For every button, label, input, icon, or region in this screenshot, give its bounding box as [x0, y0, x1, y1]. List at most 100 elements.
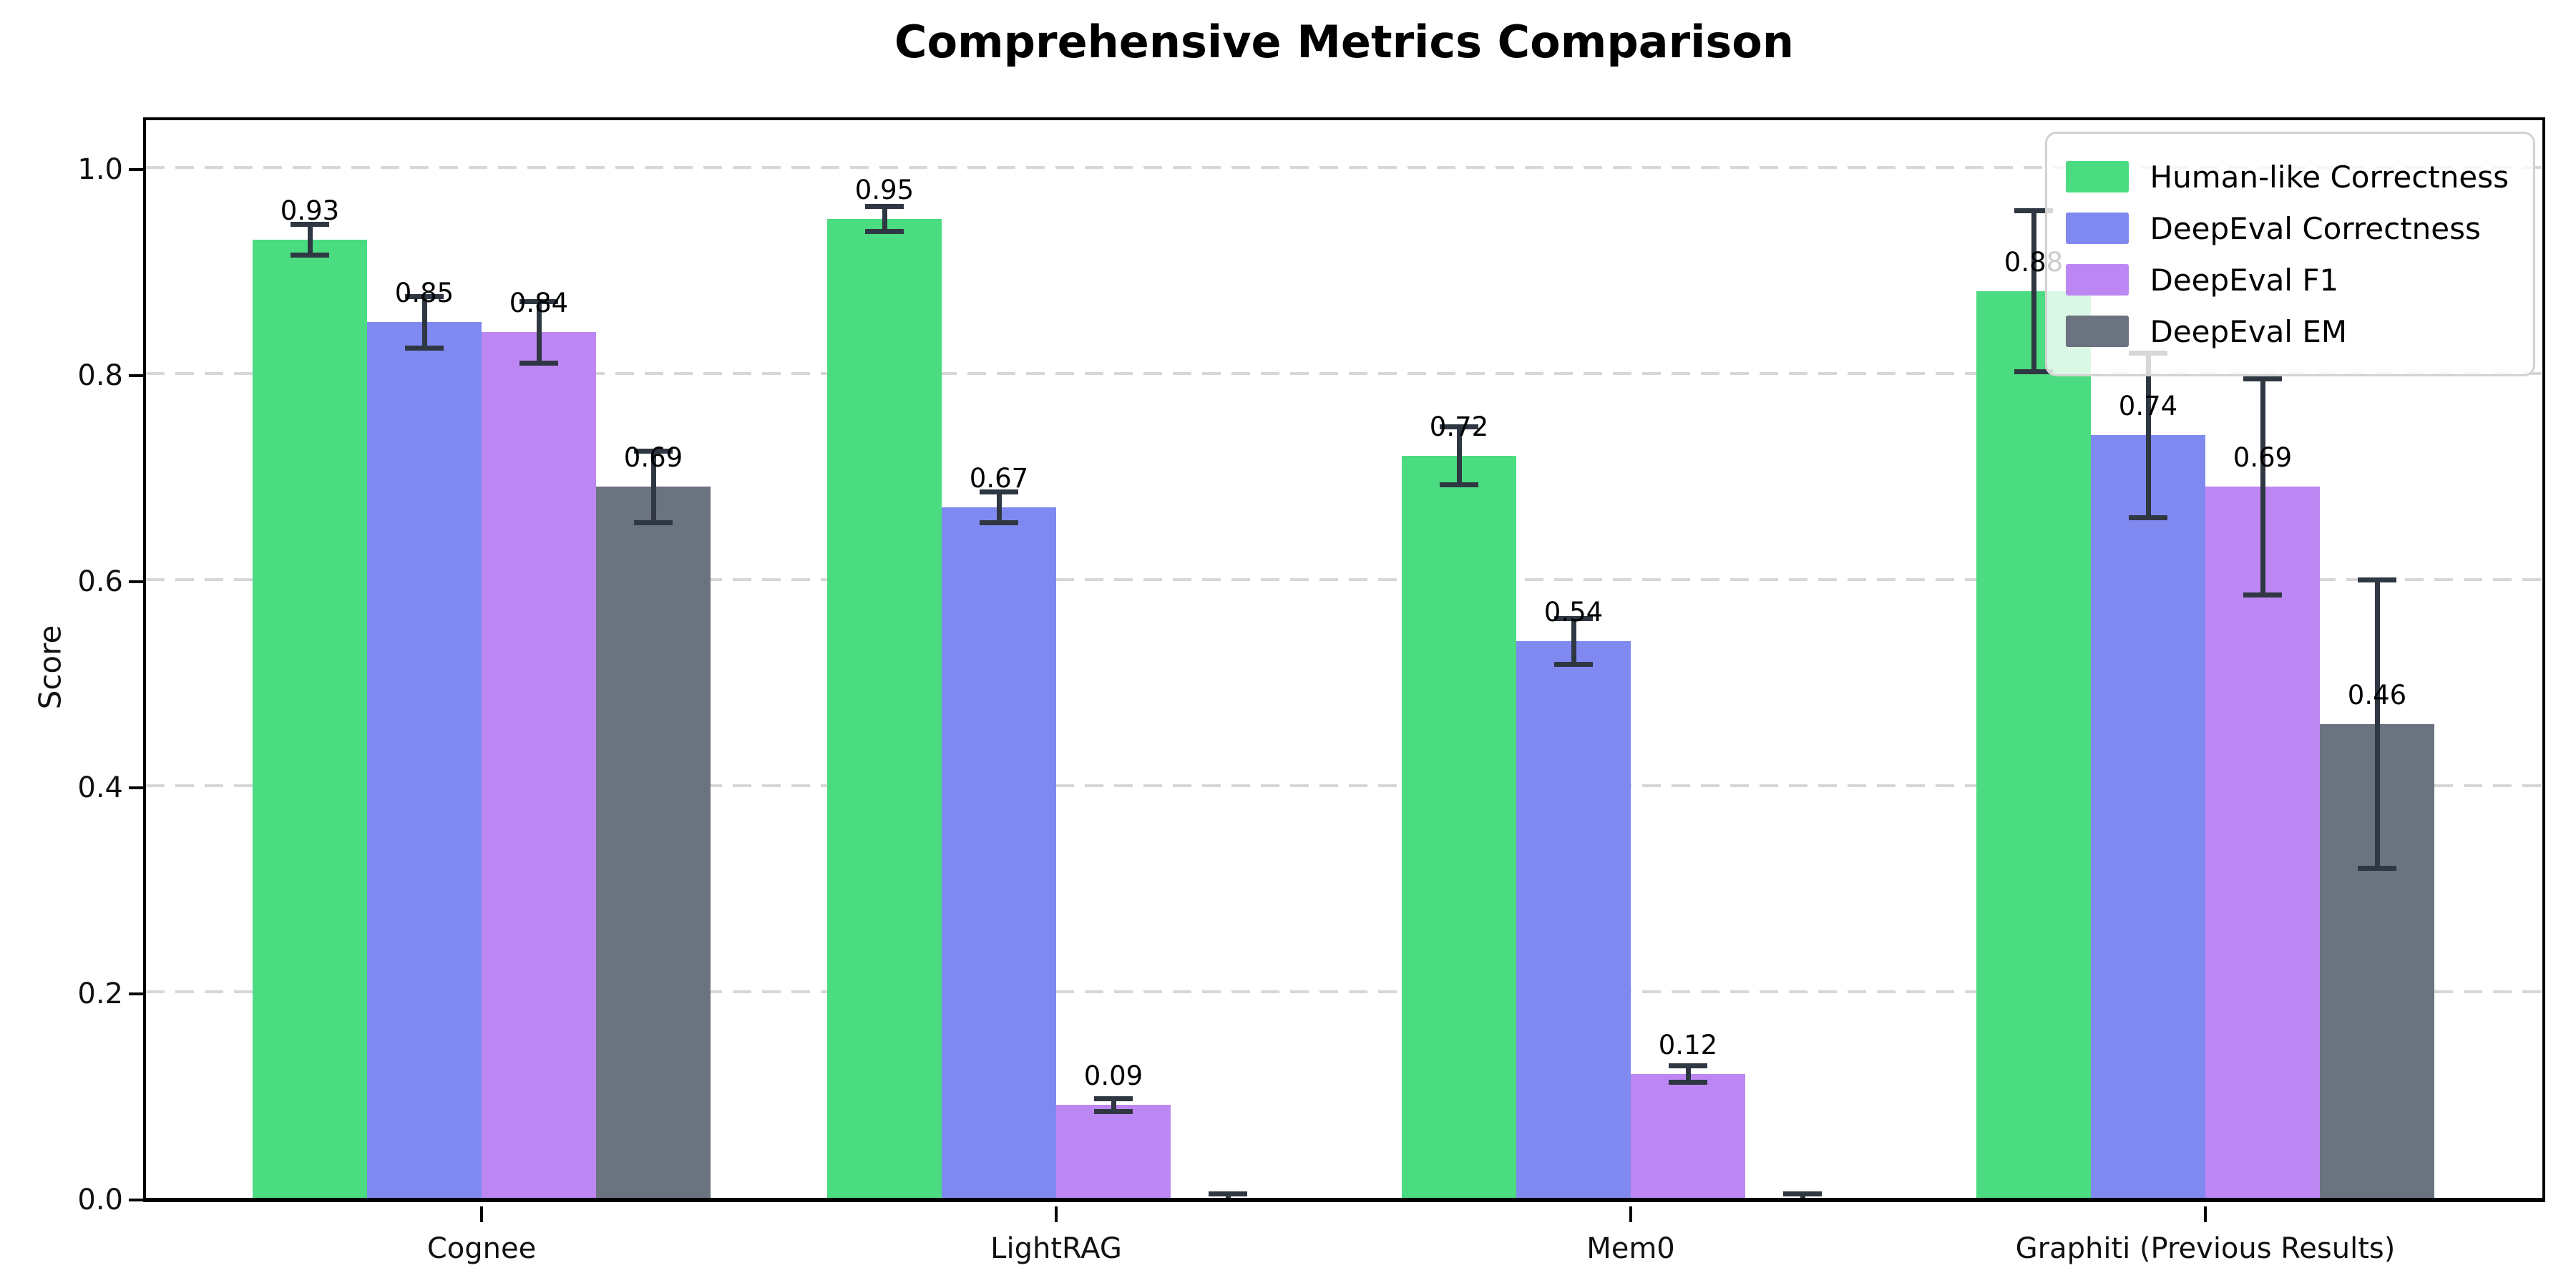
error-cap-top-human-like-correctness-mem0: [1440, 424, 1478, 430]
legend-item-human-like-correctness: Human-like Correctness: [2065, 151, 2509, 203]
error-bar-deepeval-correctness-mem0: [1571, 618, 1576, 665]
error-cap-bottom-deepeval-f1-graphiti-previous-results: [2243, 592, 2282, 598]
gridline-0.8: [146, 372, 2542, 375]
x-tick-mark-graphiti-previous-results: [2204, 1206, 2207, 1222]
error-bar-deepeval-correctness-lightrag: [996, 492, 1002, 523]
legend-swatch-icon-deepeval-correctness: [2065, 213, 2129, 244]
error-cap-top-deepeval-em-lightrag: [1209, 1191, 1247, 1196]
x-tick-mark-lightrag: [1055, 1206, 1058, 1222]
chart-title: Comprehensive Metrics Comparison: [894, 16, 1795, 68]
error-bar-human-like-correctness-mem0: [1456, 426, 1462, 485]
error-cap-top-deepeval-correctness-mem0: [1554, 616, 1593, 622]
y-tick-mark-1.0: [129, 168, 143, 171]
error-cap-top-deepeval-em-graphiti-previous-results: [2358, 577, 2396, 582]
bar-value-label-deepeval-f1-lightrag: 0.09: [1083, 1060, 1143, 1092]
y-tick-label-1.0: 1.0: [77, 153, 123, 186]
bar-deepeval-em-cognee: [596, 487, 711, 1198]
legend-label-deepeval-em: DeepEval EM: [2150, 313, 2348, 349]
legend-swatch-icon-deepeval-em: [2065, 316, 2129, 347]
error-bar-deepeval-f1-graphiti-previous-results: [2260, 379, 2265, 595]
y-tick-mark-0.6: [129, 580, 143, 583]
error-cap-bottom-deepeval-f1-mem0: [1669, 1080, 1707, 1085]
error-cap-bottom-deepeval-correctness-lightrag: [980, 520, 1018, 526]
y-tick-label-0.0: 0.0: [77, 1184, 123, 1216]
y-tick-mark-0.4: [129, 786, 143, 789]
bar-deepeval-f1-graphiti-previous-results: [2205, 487, 2320, 1198]
bar-human-like-correctness-cognee: [253, 239, 367, 1198]
bar-deepeval-correctness-lightrag: [942, 507, 1056, 1198]
bar-value-label-deepeval-f1-cognee: 0.84: [509, 288, 569, 319]
error-bar-deepeval-em-graphiti-previous-results: [2374, 580, 2380, 869]
bar-value-label-deepeval-f1-mem0: 0.12: [1658, 1030, 1718, 1061]
error-bar-deepeval-correctness-cognee: [421, 296, 427, 348]
bar-value-label-deepeval-f1-graphiti-previous-results: 0.69: [2233, 442, 2293, 474]
legend-item-deepeval-f1: DeepEval F1: [2065, 254, 2509, 306]
bar-deepeval-correctness-mem0: [1516, 641, 1631, 1198]
error-bar-human-like-correctness-graphiti-previous-results: [2031, 210, 2036, 372]
error-cap-top-deepeval-f1-cognee: [519, 298, 558, 304]
error-bar-deepeval-f1-cognee: [536, 301, 542, 364]
error-cap-top-human-like-correctness-cognee: [291, 221, 329, 227]
gridline-1.0: [146, 166, 2542, 169]
x-tick-mark-mem0: [1629, 1206, 1632, 1222]
error-cap-top-human-like-correctness-graphiti-previous-results: [2014, 208, 2053, 213]
bar-deepeval-f1-mem0: [1631, 1074, 1745, 1198]
error-cap-bottom-deepeval-correctness-mem0: [1554, 661, 1593, 667]
error-cap-top-deepeval-correctness-cognee: [405, 293, 444, 299]
error-cap-bottom-deepeval-correctness-graphiti-previous-results: [2129, 515, 2167, 521]
error-cap-bottom-deepeval-f1-lightrag: [1094, 1108, 1133, 1114]
error-cap-bottom-human-like-correctness-lightrag: [865, 228, 904, 234]
y-tick-label-0.2: 0.2: [77, 977, 123, 1010]
error-bar-deepeval-correctness-graphiti-previous-results: [2145, 353, 2151, 518]
bar-value-label-deepeval-correctness-graphiti-previous-results: 0.74: [2118, 391, 2178, 422]
plot-inner: 0.93 0.95 0.72 0.88 0.85 0.67 0.54 0.74 0.84 0.09…: [146, 120, 2542, 1198]
y-tick-mark-0.8: [129, 374, 143, 377]
error-cap-bottom-human-like-correctness-graphiti-previous-results: [2014, 369, 2053, 374]
bar-value-label-human-like-correctness-cognee: 0.93: [280, 195, 340, 226]
bar-value-label-deepeval-em-cognee: 0.69: [623, 442, 683, 474]
error-bar-human-like-correctness-cognee: [307, 224, 313, 255]
error-cap-top-deepeval-em-mem0: [1783, 1191, 1822, 1196]
error-bar-human-like-correctness-lightrag: [882, 206, 887, 232]
error-cap-bottom-deepeval-em-graphiti-previous-results: [2358, 865, 2396, 871]
bar-deepeval-f1-cognee: [482, 332, 596, 1198]
x-tick-label-lightrag: LightRAG: [990, 1232, 1122, 1265]
error-bar-deepeval-f1-lightrag: [1111, 1098, 1116, 1112]
bar-deepeval-correctness-graphiti-previous-results: [2091, 435, 2205, 1198]
error-cap-bottom-deepeval-f1-cognee: [519, 361, 558, 366]
error-cap-top-deepeval-f1-mem0: [1669, 1063, 1707, 1069]
error-cap-top-human-like-correctness-lightrag: [865, 204, 904, 210]
bar-value-label-human-like-correctness-mem0: 0.72: [1429, 411, 1489, 443]
legend-item-deepeval-correctness: DeepEval Correctness: [2065, 203, 2509, 254]
error-cap-top-deepeval-f1-graphiti-previous-results: [2243, 376, 2282, 381]
legend-swatch-icon-deepeval-f1: [2065, 264, 2129, 296]
y-tick-mark-0.2: [129, 992, 143, 995]
error-bar-deepeval-em-cognee: [650, 451, 656, 523]
error-cap-top-deepeval-f1-lightrag: [1094, 1096, 1133, 1102]
bar-value-label-deepeval-em-graphiti-previous-results: 0.46: [2347, 679, 2407, 711]
legend: Human-like Correctness DeepEval Correctne…: [2044, 132, 2535, 376]
bar-human-like-correctness-mem0: [1402, 456, 1516, 1198]
bar-human-like-correctness-lightrag: [827, 219, 942, 1198]
x-tick-label-mem0: Mem0: [1586, 1232, 1675, 1265]
y-tick-mark-0.0: [129, 1199, 143, 1201]
bar-human-like-correctness-graphiti-previous-results: [1976, 291, 2091, 1198]
error-cap-top-deepeval-em-cognee: [634, 448, 673, 454]
error-cap-bottom-human-like-correctness-mem0: [1440, 482, 1478, 488]
y-tick-label-0.6: 0.6: [77, 565, 123, 598]
x-tick-label-graphiti-previous-results: Graphiti (Previous Results): [2015, 1232, 2396, 1265]
error-cap-bottom-deepeval-em-cognee: [634, 520, 673, 526]
error-cap-bottom-deepeval-correctness-cognee: [405, 345, 444, 351]
legend-item-deepeval-em: DeepEval EM: [2065, 306, 2509, 357]
bar-value-label-human-like-correctness-lightrag: 0.95: [854, 175, 914, 205]
gridline-0.6: [146, 578, 2542, 581]
y-tick-label-0.8: 0.8: [77, 359, 123, 392]
bar-value-label-deepeval-correctness-mem0: 0.54: [1543, 597, 1604, 628]
gridline-0.2: [146, 990, 2542, 993]
x-tick-label-cognee: Cognee: [426, 1232, 537, 1265]
legend-label-human-like-correctness: Human-like Correctness: [2150, 159, 2509, 195]
bar-value-label-deepeval-correctness-lightrag: 0.67: [969, 463, 1029, 494]
y-axis-label: Score: [32, 625, 68, 710]
gridline-0.4: [146, 784, 2542, 787]
